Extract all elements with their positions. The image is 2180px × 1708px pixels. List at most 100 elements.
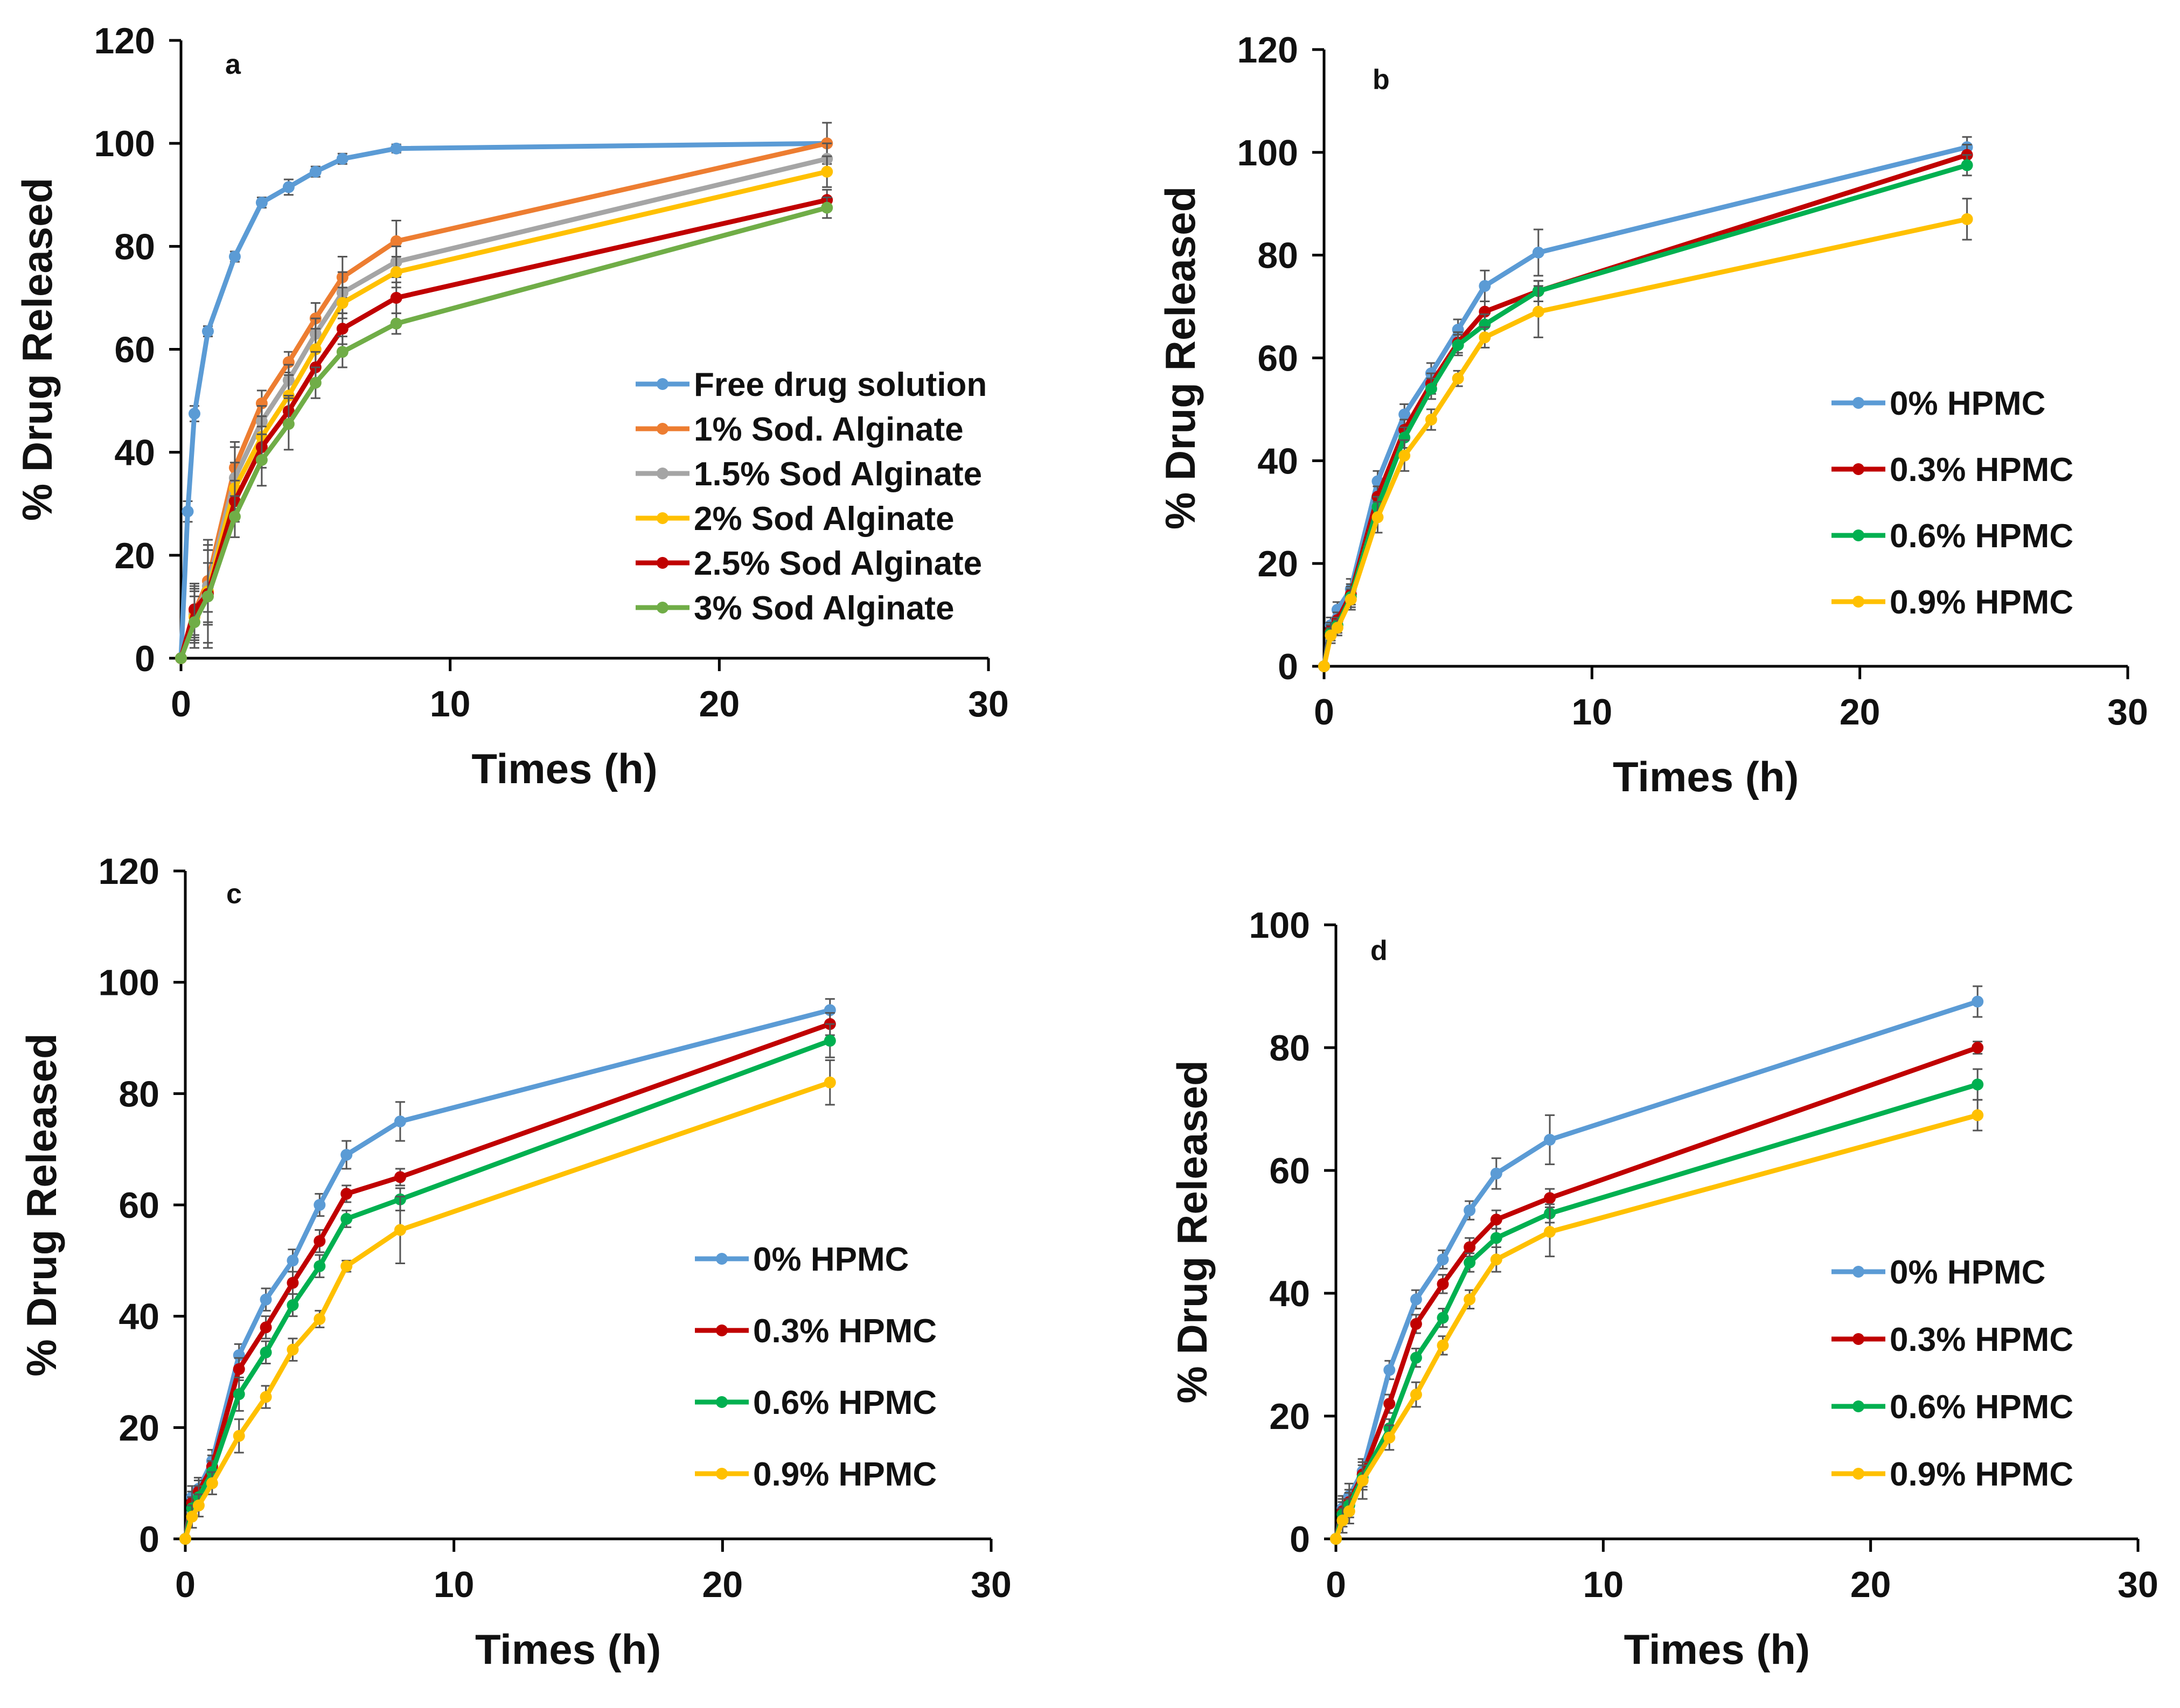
legend-marker xyxy=(1852,1333,1864,1345)
y-axis-title-d: % Drug Released xyxy=(1168,1060,1216,1403)
x-tick-label-d: 10 xyxy=(1583,1564,1624,1605)
legend-label: 0% HPMC xyxy=(1890,385,2045,422)
data-point xyxy=(1961,213,1973,225)
x-tick-label-a: 0 xyxy=(171,684,191,724)
x-tick-label-d: 20 xyxy=(1850,1564,1891,1605)
data-point xyxy=(1972,1042,1984,1054)
legend-label: 1.5% Sod Alginate xyxy=(694,456,982,493)
data-point xyxy=(314,1235,326,1247)
legend-label: 0.6% HPMC xyxy=(1890,518,2073,555)
legend-label: 1% Sod. Alginate xyxy=(694,411,964,448)
data-point xyxy=(1356,1474,1369,1487)
data-point xyxy=(1464,1241,1476,1253)
chart-a-svg: 0 20 40 60 80 100 120 0 10 20 30 Times (h) % Drug Re… xyxy=(13,20,1009,792)
y-tick-label-b: 40 xyxy=(1257,441,1298,482)
legend-marker xyxy=(1852,1400,1864,1412)
data-point xyxy=(260,1391,272,1403)
y-tick-label-b: 100 xyxy=(1237,133,1298,173)
data-point xyxy=(390,142,402,155)
data-point xyxy=(201,590,214,603)
x-tick-label-c: 10 xyxy=(434,1564,475,1605)
legend-marker xyxy=(716,1468,728,1480)
data-point xyxy=(1383,1398,1396,1410)
legend-marker xyxy=(657,557,668,569)
data-point xyxy=(1343,1505,1355,1517)
x-tick-label-b: 20 xyxy=(1840,692,1880,733)
data-point xyxy=(1398,408,1411,421)
y-tick-label-c: 20 xyxy=(119,1407,159,1448)
y-tick-label-c: 0 xyxy=(139,1519,159,1560)
data-point xyxy=(1464,1257,1476,1268)
series-c-3 xyxy=(179,1059,836,1545)
panel-label-d: d xyxy=(1370,935,1388,966)
x-tick-label-c: 30 xyxy=(971,1564,1012,1605)
legend-label: 0.3% HPMC xyxy=(1890,1321,2073,1358)
data-point xyxy=(1410,1293,1422,1306)
data-point xyxy=(233,1363,245,1375)
data-point xyxy=(228,511,241,523)
legend-marker xyxy=(716,1396,728,1408)
data-point xyxy=(1972,1109,1984,1121)
y-tick-label-d: 0 xyxy=(1290,1519,1310,1560)
data-point xyxy=(314,1313,326,1325)
panel-label-b: b xyxy=(1373,64,1390,95)
data-point xyxy=(282,181,295,193)
data-point xyxy=(340,1149,353,1161)
legend-label: 0.3% HPMC xyxy=(753,1313,937,1350)
legend-label: 0.9% HPMC xyxy=(1890,1456,2073,1493)
chart-panel-c: 0 20 40 60 80 100 120 0 10 20 30 Times (h) % Drug Re… xyxy=(0,840,1077,1708)
series-line xyxy=(178,197,828,659)
data-point xyxy=(201,325,214,338)
data-point xyxy=(1544,1226,1556,1238)
legend-marker xyxy=(657,378,668,390)
data-point xyxy=(1972,1078,1984,1091)
y-tick-label-a: 40 xyxy=(114,433,155,473)
data-point xyxy=(1490,1232,1502,1244)
legend-label: 0% HPMC xyxy=(1890,1254,2045,1291)
series-line xyxy=(178,205,828,659)
chart-b-svg: 0 20 40 60 80 100 120 0 10 20 30 Times (h) % Drug Re… xyxy=(1157,30,2148,800)
data-point xyxy=(1345,593,1357,605)
legend-label: 0.9% HPMC xyxy=(753,1456,937,1493)
series-d-0 xyxy=(1330,985,1984,1545)
data-point xyxy=(188,407,200,420)
data-point xyxy=(188,616,200,629)
data-point xyxy=(175,652,187,664)
series-line xyxy=(1333,1045,1979,1540)
x-tick-label-c: 20 xyxy=(702,1564,743,1605)
data-point xyxy=(1336,1514,1349,1526)
x-tick-label-d: 30 xyxy=(2118,1564,2158,1605)
legend-label: 0.3% HPMC xyxy=(1890,451,2073,489)
legend-marker xyxy=(657,423,668,435)
y-tick-label-c: 120 xyxy=(99,851,159,892)
y-tick-label-c: 100 xyxy=(99,963,159,1003)
legend-label: 2.5% Sod Alginate xyxy=(694,545,982,582)
data-point xyxy=(821,201,833,214)
data-point xyxy=(394,1224,406,1236)
series-line xyxy=(183,1080,831,1540)
series-line xyxy=(183,1021,831,1539)
data-point xyxy=(336,346,349,358)
y-tick-label-b: 20 xyxy=(1257,543,1298,584)
x-tick-label-b: 10 xyxy=(1572,692,1613,733)
x-tick-label-b: 0 xyxy=(1314,692,1334,733)
legend-marker xyxy=(1852,463,1864,475)
y-tick-label-c: 80 xyxy=(119,1073,159,1114)
data-point xyxy=(179,1533,191,1545)
data-point xyxy=(309,377,322,389)
panel-label-c: c xyxy=(226,879,242,910)
y-tick-label-d: 60 xyxy=(1269,1151,1310,1191)
data-point xyxy=(260,1321,272,1334)
series-d-3 xyxy=(1330,1099,1984,1545)
y-axis-title-b: % Drug Released xyxy=(1157,186,1204,529)
y-tick-label-a: 100 xyxy=(94,123,155,164)
data-point xyxy=(340,1260,353,1272)
y-tick-label-a: 20 xyxy=(114,535,155,576)
data-point xyxy=(390,235,402,247)
data-point xyxy=(336,152,349,165)
x-axis-title-c: Times (h) xyxy=(475,1626,661,1673)
data-point xyxy=(1452,372,1464,385)
data-point xyxy=(1437,1253,1449,1266)
data-point xyxy=(287,1299,299,1311)
data-point xyxy=(206,1477,218,1489)
